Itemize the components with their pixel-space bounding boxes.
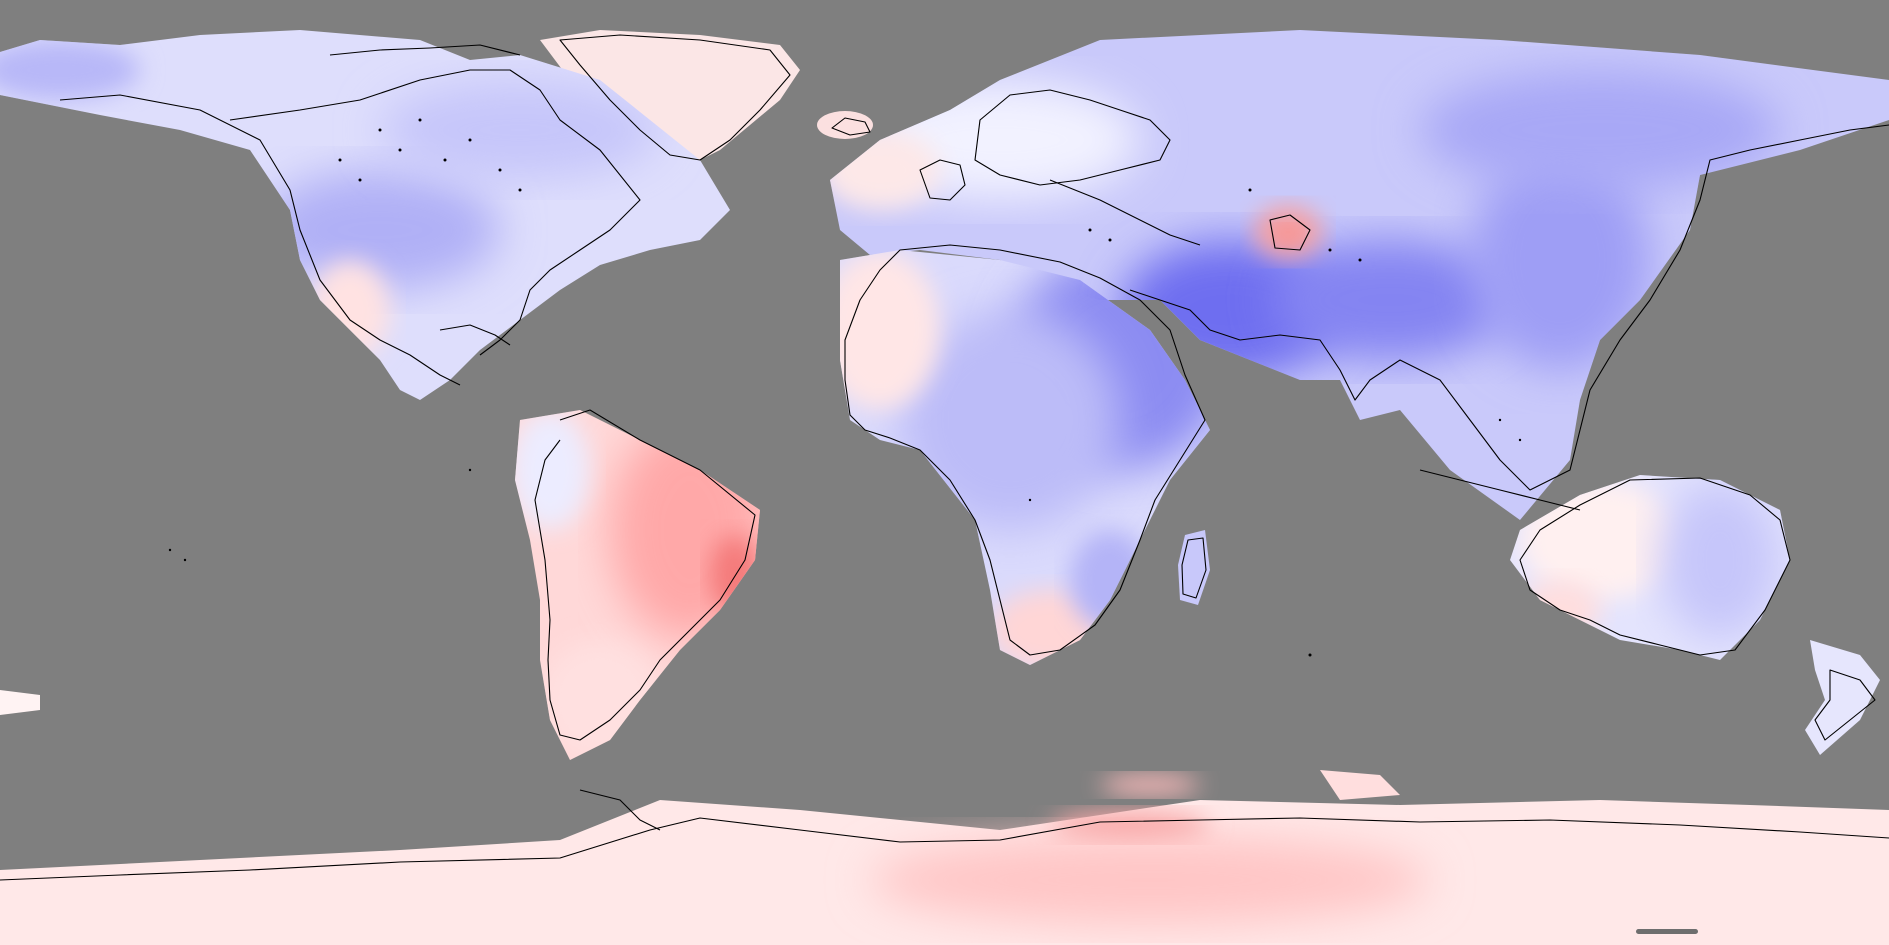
anomaly-shading — [0, 40, 1780, 925]
south-georgia-patch — [1320, 770, 1400, 800]
island-dots — [168, 118, 1522, 657]
scale-bar — [1636, 929, 1698, 934]
west-edge-patch — [0, 690, 40, 715]
new-zealand-region — [1805, 640, 1880, 755]
greenland-region — [540, 30, 800, 165]
iceland-region — [817, 111, 873, 139]
coastlines — [0, 34, 1889, 881]
